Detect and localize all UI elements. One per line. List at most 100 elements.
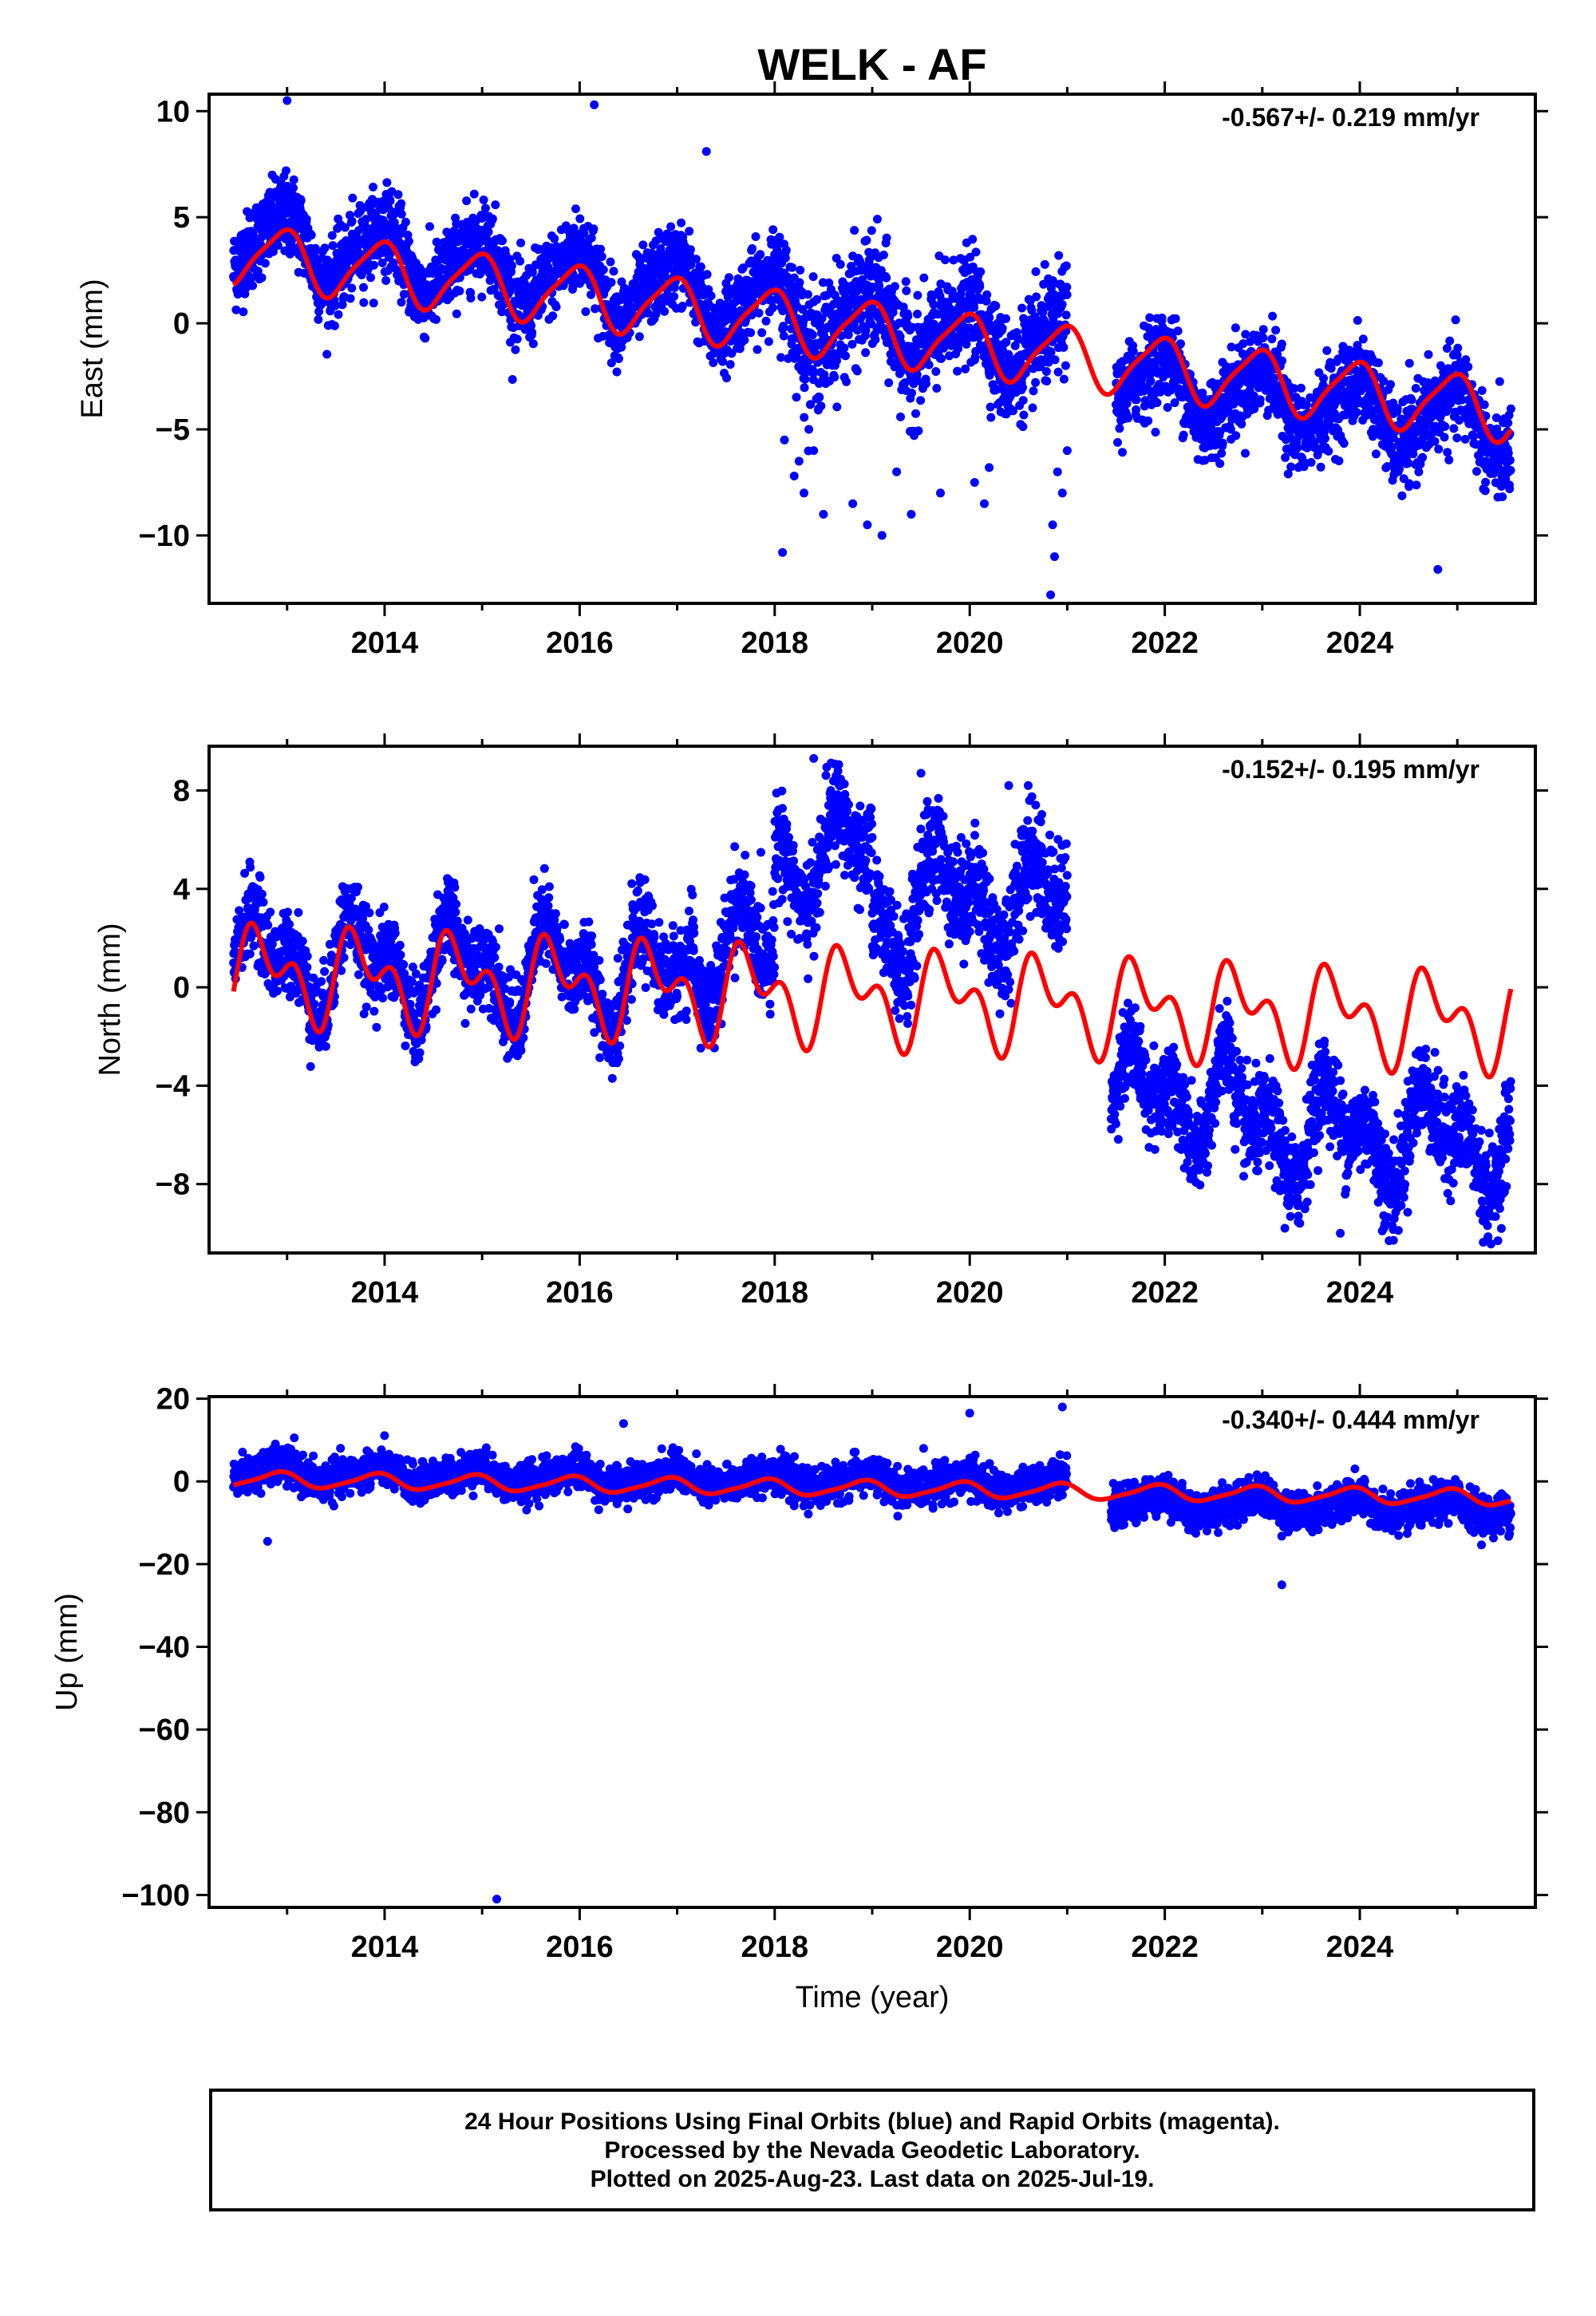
data-point [685, 227, 694, 236]
outlier-point [282, 96, 292, 105]
data-point [1061, 310, 1071, 320]
data-point [1018, 396, 1028, 405]
data-point [1334, 456, 1344, 465]
data-point [1031, 377, 1041, 387]
data-point [347, 283, 357, 293]
outlier-point [789, 472, 799, 480]
data-point [666, 222, 676, 231]
data-point [1122, 399, 1132, 409]
data-point [1404, 358, 1414, 368]
data-point [753, 345, 762, 354]
data-point [1054, 251, 1064, 260]
data-point [808, 272, 818, 282]
data-point [696, 262, 705, 271]
data-point [816, 401, 826, 411]
data-point [1506, 404, 1515, 413]
data-point [1009, 406, 1017, 416]
data-point [1019, 410, 1029, 420]
data-point [725, 273, 733, 283]
outlier-point [809, 446, 819, 456]
data-point [931, 367, 941, 376]
data-point [929, 299, 938, 309]
data-point [273, 241, 282, 250]
data-point [1118, 448, 1127, 457]
data-point [255, 872, 265, 882]
data-point [596, 244, 606, 254]
data-point [477, 292, 487, 302]
data-point [606, 358, 616, 368]
data-point [314, 314, 323, 324]
data-point [1053, 367, 1063, 377]
data-point [722, 373, 731, 383]
data-point [1271, 326, 1281, 335]
data-point [1241, 330, 1250, 339]
data-point [1146, 377, 1156, 386]
data-point [508, 261, 516, 271]
data-point [508, 375, 517, 384]
data-point [1217, 449, 1227, 458]
data-point [1404, 479, 1414, 488]
data-point [571, 204, 580, 214]
data-point [1241, 449, 1250, 458]
data-point [282, 166, 290, 176]
data-point [1453, 343, 1463, 353]
data-point [253, 267, 263, 276]
data-point [266, 907, 275, 917]
data-point [401, 217, 410, 227]
data-point [1386, 380, 1395, 389]
data-point [548, 311, 558, 321]
data-point [847, 339, 857, 349]
data-point [1059, 374, 1069, 384]
data-point [245, 949, 255, 958]
data-point [678, 302, 687, 310]
east-axis-label: East (mm) [76, 279, 109, 418]
data-point [1170, 398, 1179, 408]
data-point [1231, 323, 1240, 333]
data-point [861, 326, 871, 335]
data-point [941, 255, 950, 265]
data-point [1326, 364, 1336, 373]
data-point [240, 868, 250, 878]
data-point [369, 260, 378, 270]
outlier-point [780, 435, 789, 445]
data-point [598, 265, 608, 275]
data-point [527, 321, 536, 330]
data-point [569, 223, 579, 233]
data-point [761, 316, 771, 326]
data-point [949, 255, 958, 265]
y-tick-label: 10 [156, 95, 190, 128]
data-point [1506, 465, 1515, 475]
data-point [764, 337, 773, 346]
data-point [1268, 311, 1278, 321]
data-point [1028, 403, 1037, 413]
data-point [879, 251, 888, 259]
data-point [738, 263, 748, 273]
data-point [820, 370, 829, 379]
data-point [756, 250, 765, 259]
data-point [267, 939, 277, 949]
outlier-point [800, 488, 808, 498]
data-point [896, 412, 905, 421]
data-point [660, 306, 670, 316]
data-point [1404, 458, 1413, 468]
data-point [334, 310, 343, 319]
data-point [740, 335, 749, 345]
y-tick-label: 5 [173, 201, 190, 235]
outlier-point [778, 547, 788, 557]
data-point [528, 339, 538, 349]
data-point [579, 228, 589, 238]
data-point [1004, 350, 1013, 359]
x-tick-label: 2016 [546, 626, 614, 660]
data-point [1477, 385, 1487, 395]
data-point [884, 378, 894, 388]
data-point [1151, 428, 1160, 437]
data-point [1176, 339, 1185, 349]
data-point [466, 294, 476, 302]
data-point [1442, 344, 1452, 353]
data-point [916, 396, 926, 405]
outlier-point [1433, 565, 1443, 574]
data-point [966, 252, 975, 262]
data-point [1238, 339, 1248, 349]
data-point [393, 190, 403, 200]
data-point [1290, 384, 1299, 393]
